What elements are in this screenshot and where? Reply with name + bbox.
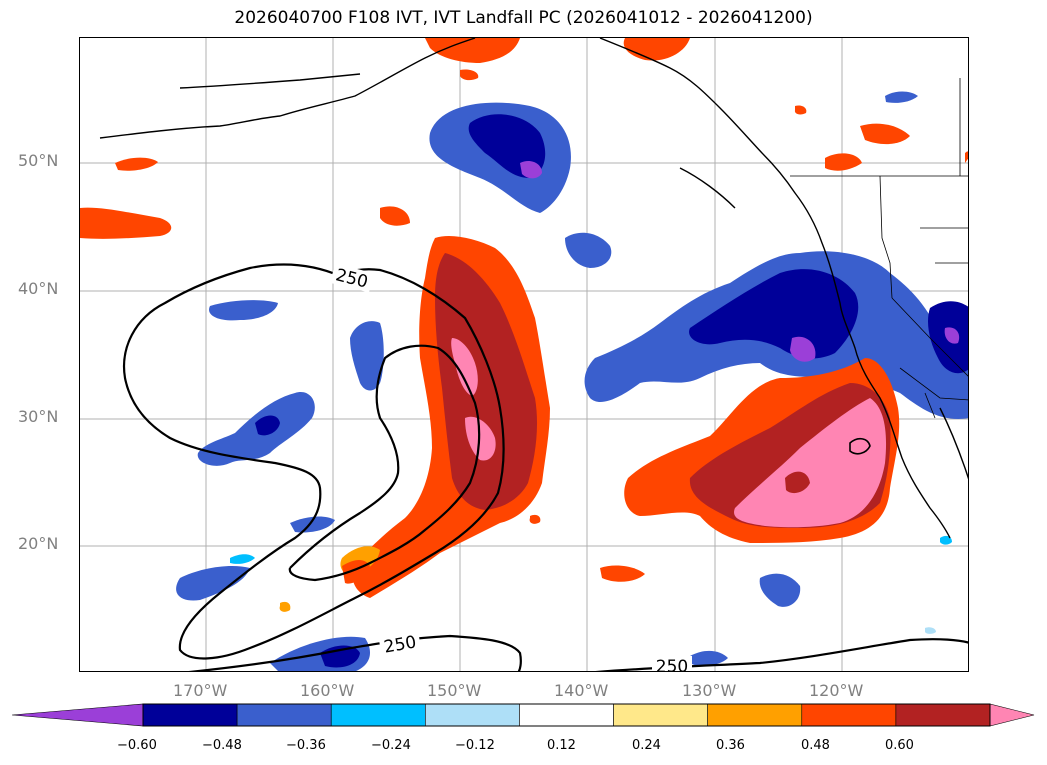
positive-ivt-regions (80, 38, 968, 612)
colorbar-tick-label: 0.48 (801, 738, 830, 753)
colorbar-segment (236, 703, 332, 727)
contour-label: 250 (656, 657, 688, 672)
map-canvas: 250 250 250 (80, 38, 968, 672)
colorbar-tick-label: −0.60 (117, 738, 157, 753)
longitude-label: 160°W (300, 681, 355, 700)
map-title: 2026040700 F108 IVT, IVT Landfall PC (20… (234, 8, 813, 28)
latitude-label: 50°N (18, 151, 59, 170)
colorbar-tick-label: −0.36 (286, 738, 326, 753)
colorbar (11, 703, 1035, 727)
negative-region-west-pacific (197, 392, 315, 466)
colorbar-segment (801, 703, 897, 727)
colorbar-tick-label: −0.24 (371, 738, 411, 753)
longitude-label: 170°W (173, 681, 228, 700)
colorbar-tick-label: 0.24 (632, 738, 661, 753)
colorbar-segment (519, 703, 614, 727)
colorbar-tick-label: 0.60 (885, 738, 914, 753)
colorbar-extend-high (989, 703, 1035, 727)
map-panel: 250 250 250 (79, 37, 969, 672)
colorbar-segment (425, 703, 520, 727)
coastlines (99, 38, 968, 539)
colorbar-segment (330, 703, 426, 727)
colorbar-tick-label: 0.12 (547, 738, 576, 753)
colorbar-tick-label: −0.12 (455, 738, 495, 753)
longitude-label: 130°W (682, 681, 737, 700)
latitude-label: 30°N (18, 407, 59, 426)
colorbar-tick-label: −0.48 (202, 738, 242, 753)
colorbar-tick-label: 0.36 (716, 738, 745, 753)
political-boundaries (790, 78, 968, 419)
colorbar-segment (895, 703, 991, 727)
colorbar-segment (142, 703, 238, 727)
latitude-label: 20°N (18, 534, 59, 553)
contour-label: 250 (382, 632, 417, 657)
colorbar-segment (707, 703, 803, 727)
colorbar-extend-low (11, 703, 144, 727)
latitude-label: 40°N (18, 279, 59, 298)
longitude-label: 120°W (809, 681, 864, 700)
longitude-label: 140°W (554, 681, 609, 700)
colorbar-segment (613, 703, 708, 727)
longitude-label: 150°W (427, 681, 482, 700)
